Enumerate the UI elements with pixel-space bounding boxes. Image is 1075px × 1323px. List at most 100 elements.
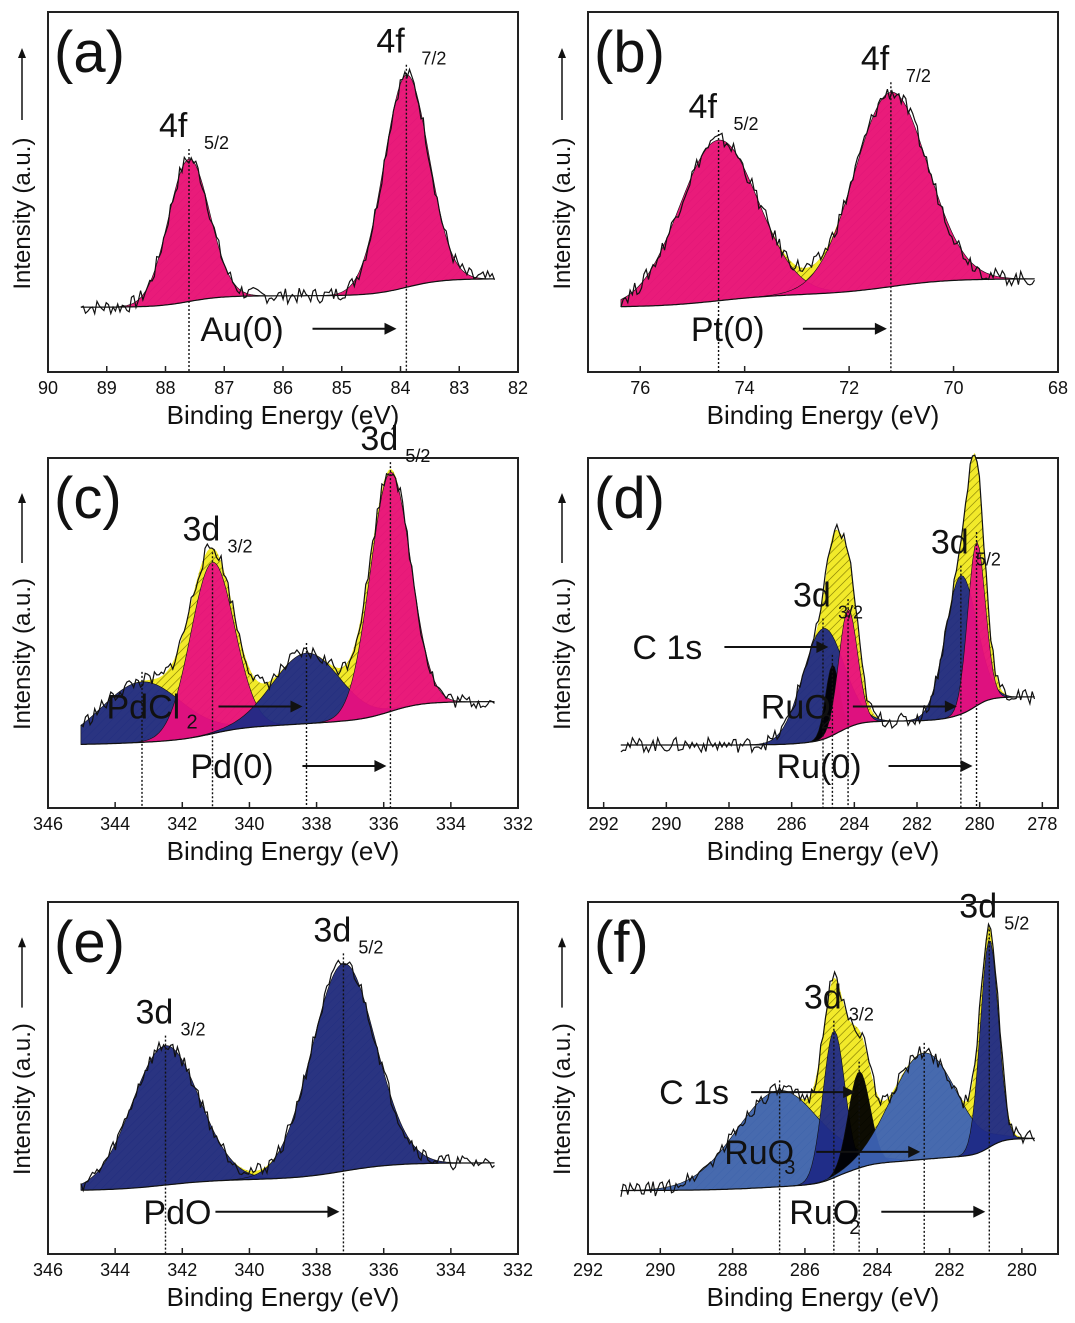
- x-tick-label-a-0: 90: [38, 378, 58, 398]
- peak-label-b-1: 4f: [861, 40, 890, 78]
- arrowhead-c-0: [374, 760, 387, 772]
- peak-label-e-0: 3d: [136, 994, 174, 1032]
- y-arrowhead-a: [18, 48, 26, 58]
- arrowhead-f-0: [973, 1205, 986, 1218]
- x-tick-label-d-5: 282: [902, 814, 932, 834]
- x-axis-label-f: Binding Energy (eV): [707, 1282, 940, 1312]
- baseline-d: [620, 696, 1035, 746]
- plot-frame-c: [47, 457, 519, 809]
- x-tick-label-c-0: 346: [33, 814, 63, 834]
- annotation-e-0: PdO: [143, 1194, 211, 1232]
- x-tick-label-b-4: 68: [1048, 378, 1068, 398]
- annotation-c-0: Pd(0): [190, 748, 273, 786]
- panel-label-f: (f): [594, 910, 649, 975]
- panel-label-d: (d): [594, 466, 665, 531]
- peak-a-1: [80, 74, 495, 308]
- peak-label-b-0: 4f: [689, 88, 718, 126]
- panel-label-a: (a): [54, 20, 125, 85]
- x-tick-label-e-7: 332: [503, 1260, 533, 1280]
- x-tick-label-f-3: 286: [790, 1260, 820, 1280]
- arrowhead-d-2: [816, 641, 829, 653]
- measured-curve-f: [620, 922, 1036, 1197]
- annotation-f-0: RuO: [789, 1194, 859, 1232]
- x-tick-label-f-4: 284: [862, 1260, 892, 1280]
- x-tick-label-c-7: 332: [503, 814, 533, 834]
- x-tick-label-f-6: 280: [1007, 1260, 1037, 1280]
- arrowhead-c-1: [290, 700, 303, 713]
- panel-c: 3d 3/2 3d 5/2 Pd(0)PdCl 2 (c) 346 344 342 340 338 33…: [9, 420, 533, 866]
- x-axis-label-b: Binding Energy (eV): [707, 400, 940, 430]
- arrowhead-a-0: [384, 322, 397, 335]
- y-axis-label-e: Intensity (a.u.): [9, 1023, 36, 1175]
- plot-frame-e: [47, 901, 519, 1255]
- x-tick-label-b-1: 74: [735, 378, 755, 398]
- baseline-e: [80, 1162, 495, 1191]
- x-tick-label-a-3: 87: [214, 378, 234, 398]
- x-tick-label-e-4: 338: [302, 1260, 332, 1280]
- x-tick-label-f-5: 282: [935, 1260, 965, 1280]
- panel-label-c: (c): [54, 466, 122, 531]
- y-axis-label-b: Intensity (a.u.): [549, 138, 576, 290]
- x-tick-label-a-1: 89: [97, 378, 117, 398]
- y-arrowhead-c: [18, 493, 26, 503]
- peak-sublabel-e-0: 3/2: [181, 1020, 206, 1040]
- y-axis-label-c: Intensity (a.u.): [9, 578, 36, 730]
- x-tick-label-a-5: 85: [332, 378, 352, 398]
- arrowhead-e-0: [327, 1205, 340, 1218]
- x-tick-label-e-3: 340: [234, 1260, 264, 1280]
- annotation-f-2: C 1s: [659, 1074, 729, 1112]
- peak-sublabel-b-0: 5/2: [734, 114, 759, 134]
- y-axis-label-a: Intensity (a.u.): [9, 138, 36, 290]
- baseline-b: [620, 278, 1035, 308]
- peak-sublabel-a-0: 5/2: [204, 133, 229, 153]
- x-tick-label-c-5: 336: [369, 814, 399, 834]
- measured-curve-c: [80, 472, 495, 728]
- arrowhead-d-0: [960, 760, 973, 772]
- x-tick-label-e-1: 344: [100, 1260, 130, 1280]
- annotation-sub-c-1: 2: [187, 712, 198, 734]
- y-arrowhead-b: [558, 48, 566, 58]
- x-tick-label-a-2: 88: [155, 378, 175, 398]
- arrowhead-d-1: [944, 700, 957, 713]
- y-arrowhead-e: [18, 937, 26, 948]
- x-tick-label-d-4: 284: [839, 814, 869, 834]
- x-axis-label-d: Binding Energy (eV): [707, 836, 940, 866]
- annotation-d-0: Ru(0): [777, 748, 862, 786]
- peak-sublabel-a-1: 7/2: [421, 49, 446, 69]
- x-tick-label-e-6: 334: [436, 1260, 466, 1280]
- x-axis-label-e: Binding Energy (eV): [167, 1282, 400, 1312]
- x-tick-label-a-7: 83: [449, 378, 469, 398]
- x-tick-label-d-6: 280: [965, 814, 995, 834]
- peak-label-c-3: 3d: [360, 420, 398, 458]
- x-tick-label-d-0: 292: [589, 814, 619, 834]
- panel-a: 4f 5/2 4f 7/2 Au(0) (a) 90 89 88 87 86 85 84 83 82 Bind…: [9, 11, 528, 430]
- measured-curve-a: [80, 67, 496, 317]
- peak-label-e-1: 3d: [313, 911, 351, 949]
- envelope-fill-d: [620, 452, 1035, 745]
- y-arrowhead-f: [558, 937, 566, 948]
- x-tick-label-b-0: 76: [630, 378, 650, 398]
- x-tick-label-a-4: 86: [273, 378, 293, 398]
- x-tick-label-c-3: 340: [234, 814, 264, 834]
- y-axis-label-d: Intensity (a.u.): [549, 578, 576, 730]
- annotation-b-0: Pt(0): [691, 311, 765, 349]
- x-tick-label-d-2: 288: [714, 814, 744, 834]
- peak-label-a-1: 4f: [376, 23, 405, 61]
- annotation-sub-f-0: 2: [849, 1217, 860, 1239]
- x-tick-label-c-2: 342: [167, 814, 197, 834]
- annotation-a-0: Au(0): [201, 311, 284, 349]
- x-tick-label-a-8: 82: [508, 378, 528, 398]
- x-axis-label-a: Binding Energy (eV): [167, 400, 400, 430]
- x-tick-label-b-2: 72: [839, 378, 859, 398]
- arrowhead-f-2: [843, 1086, 856, 1099]
- peak-sublabel-d-0: 3/2: [838, 602, 863, 622]
- x-tick-label-b-3: 70: [944, 378, 964, 398]
- panel-label-e: (e): [54, 910, 125, 975]
- x-tick-label-a-6: 84: [390, 378, 410, 398]
- plot-frame-b: [587, 11, 1059, 373]
- annotation-sub-d-1: 2: [821, 712, 832, 734]
- y-arrowhead-d: [558, 493, 566, 503]
- x-tick-label-d-3: 286: [777, 814, 807, 834]
